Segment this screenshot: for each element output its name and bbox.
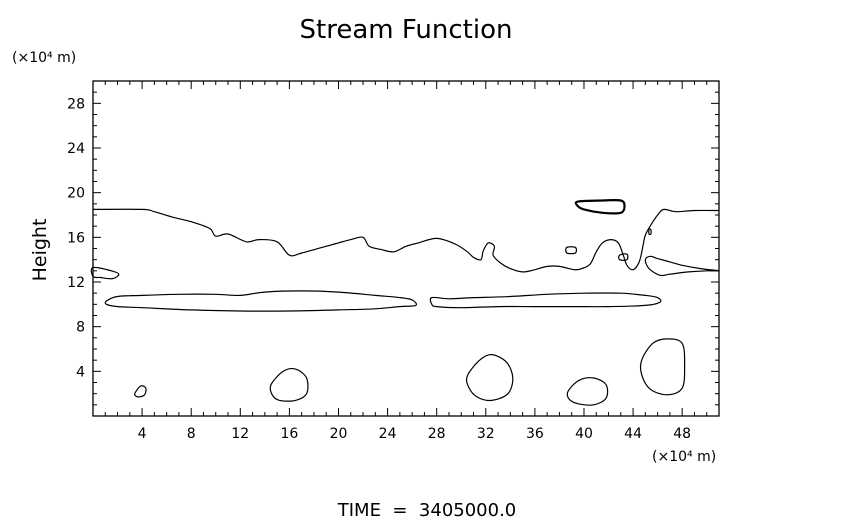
- x-axis-unit: (×10⁴ m): [652, 449, 716, 465]
- x-tick-label: 28: [428, 426, 446, 442]
- x-tick-label: 12: [231, 426, 249, 442]
- contour-band-left: [104, 290, 418, 312]
- contour-left-small: [90, 266, 120, 280]
- contour-upper-boundary: [92, 208, 720, 273]
- x-tick-label: 20: [330, 426, 348, 442]
- contour-band-right: [429, 292, 662, 309]
- y-axis-label: Height: [29, 219, 51, 282]
- y-tick-label: 12: [67, 275, 85, 291]
- contour-blob-16: [269, 368, 309, 402]
- y-tick-label: 8: [76, 320, 85, 336]
- contour-tiny-a: [565, 246, 578, 255]
- x-tick-label: 36: [526, 426, 544, 442]
- chart-title: Stream Function: [300, 15, 513, 45]
- y-tick-label: 20: [67, 186, 85, 202]
- x-tick-label: 4: [138, 426, 147, 442]
- contour-cell-upper-right: [574, 198, 626, 215]
- contour-blob-46: [639, 338, 686, 396]
- x-tick-label: 8: [187, 426, 196, 442]
- plot-frame: [92, 80, 720, 417]
- y-tick-label: 28: [67, 96, 85, 112]
- x-tick-label: 48: [673, 426, 691, 442]
- y-tick-label: 16: [67, 230, 85, 246]
- y-tick-label: 24: [67, 141, 85, 157]
- x-tick-label: 24: [379, 426, 397, 442]
- contour-lines: [90, 198, 720, 406]
- y-axis-unit: (×10⁴ m): [12, 50, 76, 66]
- x-tick-label: 16: [280, 426, 298, 442]
- contour-right-lobe: [644, 255, 720, 277]
- contour-blob-2: [133, 385, 147, 398]
- x-tick-label: 32: [477, 426, 495, 442]
- contour-tiny-b: [618, 253, 629, 261]
- contour-blob-32: [465, 353, 514, 402]
- contour-blob-40: [566, 377, 609, 406]
- time-label: TIME = 3405000.0: [337, 500, 517, 519]
- contour-tiny-c: [648, 228, 652, 236]
- y-tick-label: 4: [76, 364, 85, 380]
- x-tick-label: 44: [624, 426, 642, 442]
- x-tick-label: 40: [575, 426, 593, 442]
